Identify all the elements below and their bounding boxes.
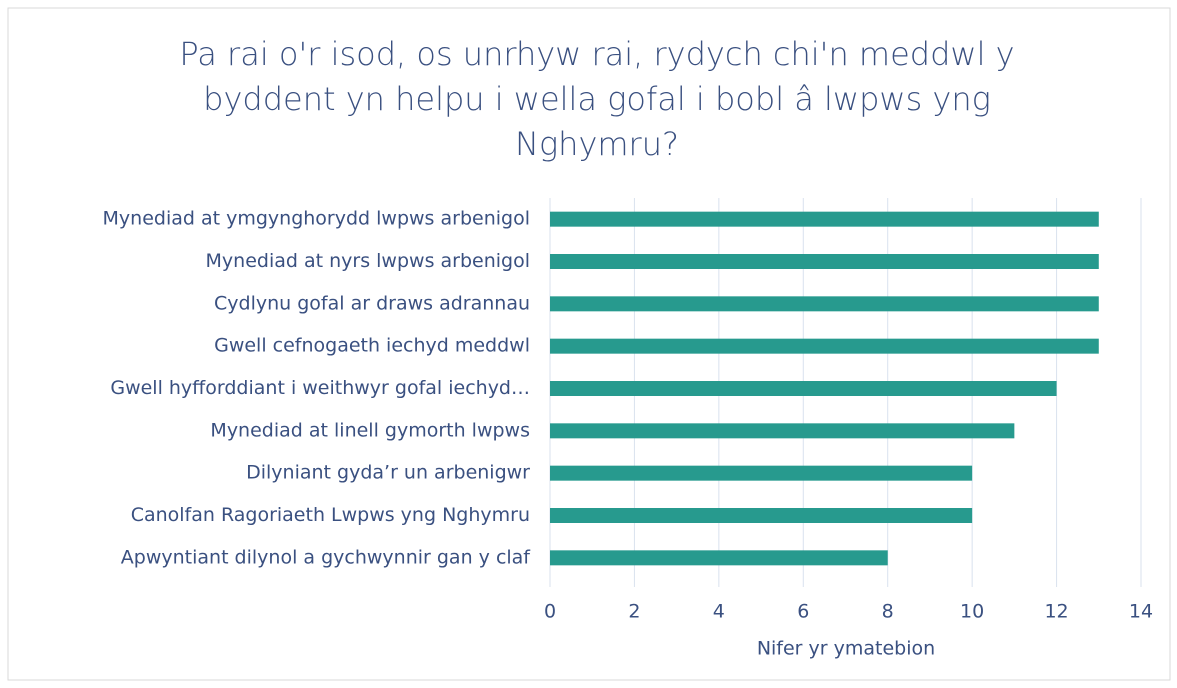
bar [550, 550, 888, 566]
y-tick-label: Cydlynu gofal ar draws adrannau [214, 292, 530, 314]
y-tick-label: Apwyntiant dilynol a gychwynnir gan y cl… [121, 546, 532, 568]
x-tick-label: 2 [628, 601, 640, 623]
x-tick-label: 0 [544, 601, 556, 623]
y-tick-label: Mynediad at nyrs lwpws arbenigol [206, 250, 530, 272]
y-tick-label: Dilyniant gyda’r un arbenigwr [246, 462, 530, 484]
y-tick-label: Mynediad at linell gymorth lwpws [210, 419, 530, 441]
x-tick-label: 6 [797, 601, 809, 623]
y-tick-label: Gwell hyfforddiant i weithwyr gofal iech… [110, 377, 530, 399]
bar [550, 381, 1057, 396]
y-tick-label: Gwell cefnogaeth iechyd meddwl [214, 335, 530, 357]
x-tick-label: 10 [960, 601, 984, 623]
x-tick-label: 4 [713, 601, 725, 623]
chart-border [7, 7, 1171, 681]
bar [550, 465, 973, 481]
bar [550, 296, 1099, 312]
x-tick-label: 14 [1129, 601, 1153, 623]
chart-title: Pa rai o'r isod, os unrhyw rai, rydych c… [179, 35, 1015, 163]
x-tick-label: 12 [1044, 601, 1068, 623]
y-tick-label: Mynediad at ymgynghorydd lwpws arbenigol [103, 208, 530, 230]
bar [550, 338, 1099, 354]
x-tick-label: 8 [882, 601, 894, 623]
bar [550, 423, 1015, 439]
bar [550, 508, 973, 523]
y-tick-label: Canolfan Ragoriaeth Lwpws yng Nghymru [131, 504, 530, 526]
bar [550, 254, 1099, 269]
bar [550, 211, 1099, 227]
x-axis-label: Nifer yr ymatebion [757, 638, 935, 660]
